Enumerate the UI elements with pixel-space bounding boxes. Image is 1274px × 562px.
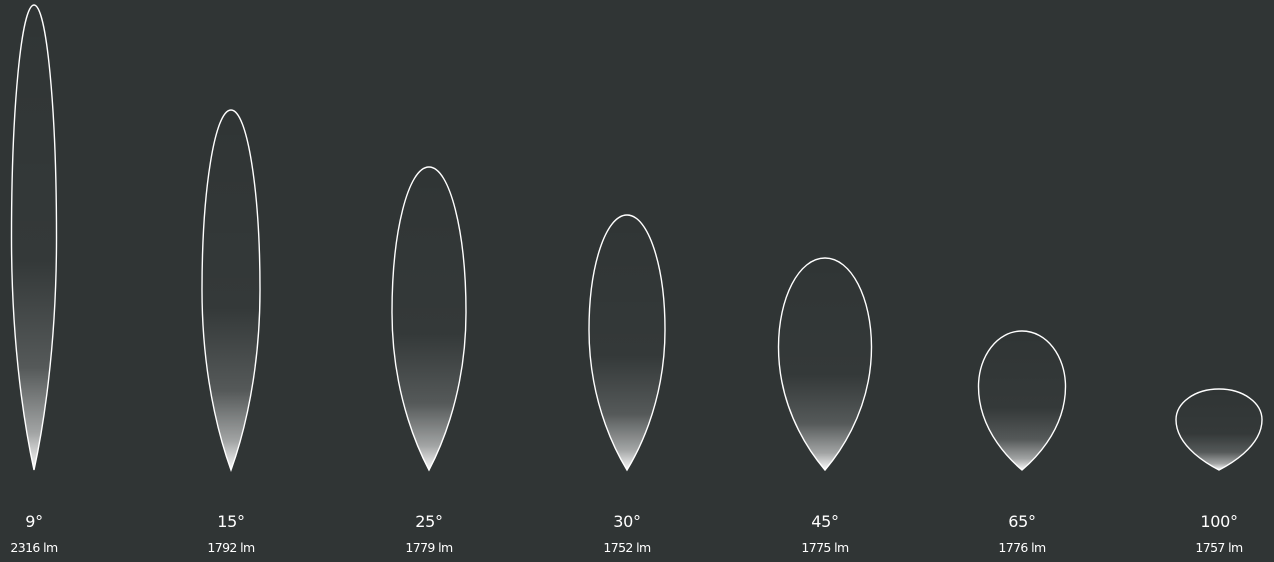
beam-lumen-label: 2316 lm	[10, 540, 58, 555]
beam-shape-100deg	[1175, 388, 1263, 471]
beam-lumen-label: 1776 lm	[998, 540, 1046, 555]
beam-shape-9deg	[10, 4, 58, 471]
beam-angle-label: 100°	[1200, 512, 1238, 531]
beam-shape-30deg	[588, 214, 666, 472]
beam-shape-65deg	[977, 330, 1067, 471]
beam-shape-25deg	[391, 166, 467, 472]
beam-lumen-label: 1757 lm	[1195, 540, 1243, 555]
beam-angle-label: 15°	[217, 512, 245, 531]
beam-angle-label: 9°	[25, 512, 43, 531]
beam-lumen-label: 1792 lm	[207, 540, 255, 555]
beam-lumen-label: 1775 lm	[801, 540, 849, 555]
beam-shape-45deg	[777, 257, 873, 472]
beam-lumen-label: 1752 lm	[603, 540, 651, 555]
beam-shape-15deg	[201, 109, 261, 473]
beam-angle-label: 45°	[811, 512, 839, 531]
beam-angle-label: 25°	[415, 512, 443, 531]
beam-angle-label: 30°	[613, 512, 641, 531]
beam-angle-label: 65°	[1008, 512, 1036, 531]
beam-lumen-label: 1779 lm	[405, 540, 453, 555]
